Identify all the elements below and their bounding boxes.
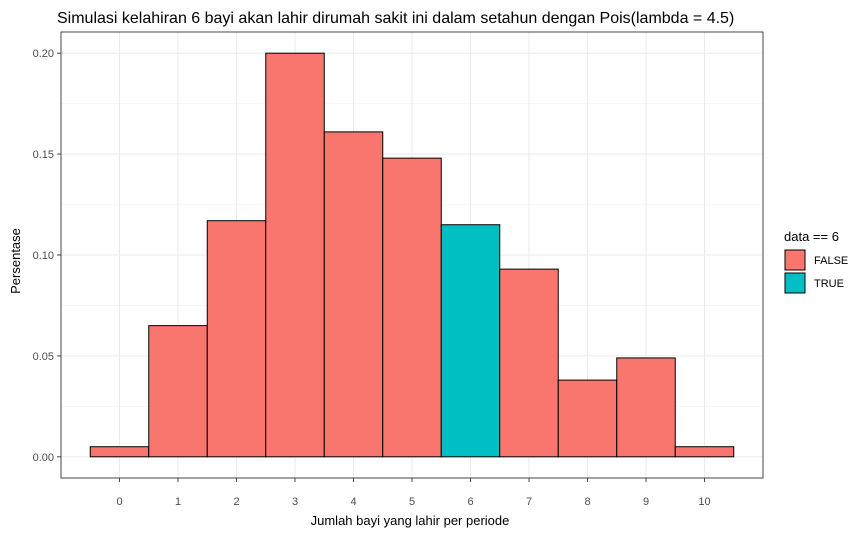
bars (89, 52, 735, 458)
bar-0 (89, 446, 150, 458)
x-tick-label: 4 (350, 496, 356, 508)
x-axis-title: Jumlah bayi yang lahir per periode (311, 513, 510, 528)
chart-title: Simulasi kelahiran 6 bayi akan lahir dir… (57, 10, 734, 27)
y-tick-label: 0.10 (33, 250, 54, 262)
bar-4 (323, 131, 384, 458)
bar-7 (499, 268, 559, 458)
x-axis: 0 1 2 3 4 5 6 7 8 9 10 (116, 478, 711, 508)
legend-key-true (784, 272, 806, 294)
x-tick-label: 3 (292, 496, 298, 508)
bar-2 (206, 220, 267, 458)
y-axis: 0.00 0.05 0.10 0.15 0.20 (33, 48, 61, 464)
y-axis-title: Persentase (8, 228, 23, 294)
x-tick-label: 8 (584, 496, 590, 508)
y-tick-label: 0.20 (33, 48, 54, 60)
bar-5 (382, 157, 442, 458)
bar-1 (148, 325, 208, 458)
bar-9 (616, 357, 676, 458)
x-tick-label: 5 (409, 496, 415, 508)
bar-3 (265, 52, 325, 458)
legend-key-false (784, 249, 806, 271)
bar-6 (440, 224, 501, 458)
x-tick-label: 10 (698, 496, 710, 508)
y-tick-label: 0.00 (33, 452, 54, 464)
bar-10 (674, 446, 735, 458)
legend-label-false: FALSE (814, 255, 848, 267)
y-tick-label: 0.05 (33, 351, 54, 363)
y-tick-label: 0.15 (33, 149, 54, 161)
legend: data == 6 FALSE TRUE (784, 229, 848, 294)
bar-8 (557, 379, 618, 458)
legend-title: data == 6 (784, 229, 839, 244)
x-tick-label: 7 (526, 496, 532, 508)
x-tick-label: 2 (233, 496, 239, 508)
x-tick-label: 1 (175, 496, 181, 508)
x-tick-label: 0 (116, 496, 122, 508)
x-tick-label: 6 (467, 496, 473, 508)
legend-label-true: TRUE (814, 278, 844, 290)
x-tick-label: 9 (643, 496, 649, 508)
plot-panel (60, 31, 764, 479)
legend-items: FALSE TRUE (784, 249, 848, 294)
